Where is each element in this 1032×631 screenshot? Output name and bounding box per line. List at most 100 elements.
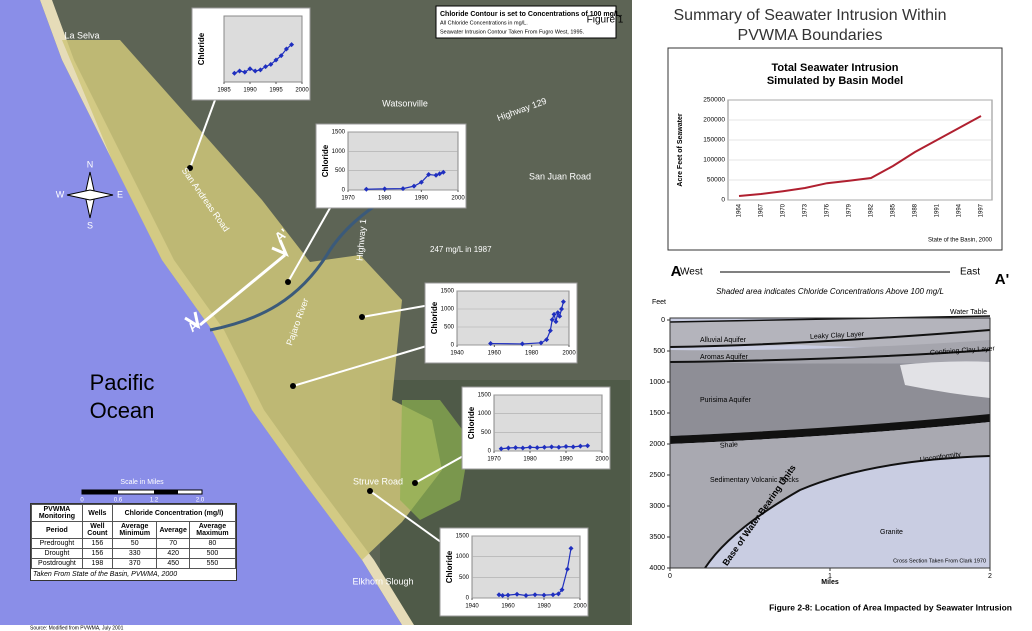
- table-cell: 70: [156, 538, 190, 549]
- data-point: [252, 68, 258, 74]
- x-tick-label: 2000: [573, 604, 587, 610]
- data-point: [541, 444, 547, 450]
- data-point: [560, 299, 566, 305]
- data-point: [547, 328, 553, 334]
- chart-title: Total Seawater Intrusion: [772, 62, 899, 74]
- data-point: [247, 66, 253, 72]
- x-tick-label: 2000: [562, 351, 576, 357]
- data-point: [257, 67, 263, 73]
- data-line: [738, 115, 982, 197]
- data-point: [426, 172, 432, 178]
- x-tick-label: 2000: [595, 457, 609, 463]
- map-label: Elkhorn Slough: [352, 576, 413, 586]
- y-tick-label: 3500: [649, 534, 665, 541]
- scale-tick: 0: [80, 498, 84, 504]
- x-tick-label: 1940: [450, 351, 464, 357]
- table-cell: 370: [111, 558, 158, 569]
- layer-label: Aromas Aquifer: [700, 354, 749, 361]
- title: PVWMA Boundaries: [738, 27, 883, 44]
- map-label: Struve Road: [353, 476, 403, 486]
- layer-label: Alluvial Aquifer: [700, 337, 747, 344]
- y-tick-label: 1000: [441, 307, 455, 313]
- data-point: [555, 591, 561, 597]
- table-row: Drought 156 330 420 500: [31, 548, 237, 559]
- data-point: [556, 444, 562, 450]
- scale-tick: 0.6: [114, 498, 123, 504]
- layer-label: Granite: [880, 529, 903, 536]
- plot-area: [456, 290, 570, 346]
- y-tick-label: 100000: [703, 157, 725, 164]
- section-header: A': [995, 271, 1009, 288]
- data-point: [534, 445, 540, 451]
- chart-note: State of the Basin, 2000: [928, 238, 993, 244]
- x-tick-label: 1: [828, 573, 832, 580]
- data-point: [498, 446, 504, 452]
- intrusion-area: [62, 40, 442, 560]
- table-body: Predrought 156 50 70 80 Drought 156 330 420 500 Po…: [31, 538, 237, 569]
- y-tick-label: 500: [481, 430, 492, 436]
- map-label: Watsonville: [382, 98, 428, 108]
- y-axis-label: Feet: [652, 299, 666, 306]
- data-point: [488, 341, 494, 347]
- x-tick-label: 1973: [803, 203, 809, 217]
- table-cell: 80: [188, 538, 237, 549]
- header-cell: Chloride Concentration (mg/l): [111, 504, 237, 522]
- note: Chloride Contour is set to Concentration…: [440, 11, 622, 18]
- header-cell: Average Minimum: [111, 521, 158, 539]
- x-tick-label: 1994: [957, 203, 963, 217]
- x-tick-label: 2000: [295, 88, 309, 94]
- x-tick-label: 0: [668, 573, 672, 580]
- header-cell: Well Count: [81, 521, 113, 539]
- y-tick-label: 1000: [649, 379, 665, 386]
- y-tick-label: 150000: [703, 137, 725, 144]
- x-tick-label: 1985: [891, 203, 897, 217]
- data-point: [283, 46, 289, 52]
- table-cell: 198: [81, 558, 113, 569]
- layer-label: Leaky Clay Layer: [810, 331, 865, 341]
- data-point: [555, 310, 561, 316]
- data-point: [564, 566, 570, 572]
- x-tick-label: 1990: [559, 457, 573, 463]
- data-point: [577, 443, 583, 449]
- data-point: [559, 306, 565, 312]
- map-label: San Juan Road: [529, 171, 591, 181]
- x-tick-label: 1980: [378, 196, 392, 202]
- monitoring-table: PVWMA Monitoring Wells Chloride Concentr…: [30, 503, 237, 581]
- y-tick-label: 3000: [649, 503, 665, 510]
- data-point: [433, 172, 439, 178]
- caption: Figure 2-8: Location of Area Impacted by…: [769, 602, 1012, 612]
- x-tick-label: 2000: [451, 196, 465, 202]
- data-point: [400, 186, 406, 192]
- layer-label: Water Table: [950, 309, 987, 316]
- wetland: [400, 400, 470, 520]
- header-cell: PVWMA Monitoring: [31, 504, 83, 522]
- data-point: [549, 317, 555, 323]
- x-tick-label: 1980: [523, 457, 537, 463]
- x-tick-label: 1982: [869, 203, 875, 217]
- note: All Chloride Concentrations in mg/L.: [440, 20, 528, 26]
- data-point: [563, 444, 569, 450]
- data-point: [513, 445, 519, 451]
- data-point: [231, 70, 237, 76]
- data-point: [496, 592, 502, 598]
- x-tick-label: 1997: [979, 203, 985, 217]
- table-cell: 500: [188, 548, 237, 559]
- data-point: [549, 444, 555, 450]
- y-axis-label: Chloride: [321, 144, 330, 177]
- compass-letter: S: [87, 220, 93, 230]
- data-point: [278, 53, 284, 59]
- section-line: [184, 239, 289, 330]
- table-cell: 450: [156, 558, 190, 569]
- data-point: [382, 186, 388, 192]
- y-axis-label: Chloride: [467, 406, 476, 439]
- y-tick-label: 0: [466, 596, 470, 602]
- table-cell: Drought: [31, 548, 83, 559]
- y-tick-label: 1000: [332, 149, 346, 155]
- table-row: Postdrought 198 370 450 550: [31, 558, 237, 569]
- header-cell: Average Maximum: [188, 521, 237, 539]
- plot-area: [223, 15, 303, 83]
- table-cell: 420: [156, 548, 190, 559]
- data-point: [532, 592, 538, 598]
- note: Seawater Intrusion Contour Taken From Fu…: [440, 29, 585, 35]
